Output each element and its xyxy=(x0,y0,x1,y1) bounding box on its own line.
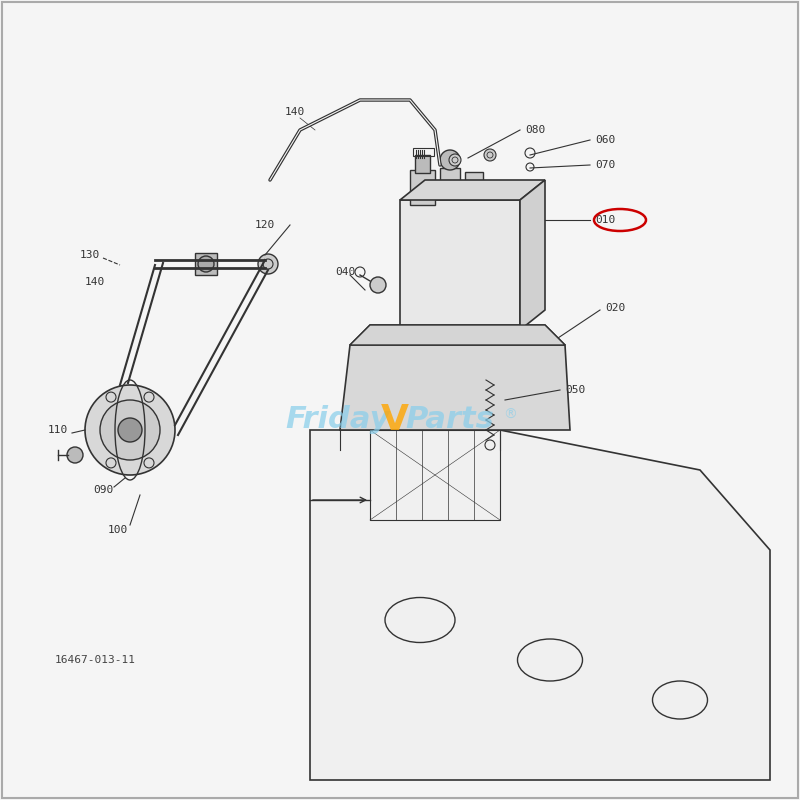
Text: 120: 120 xyxy=(255,220,275,230)
Text: 060: 060 xyxy=(595,135,615,145)
Text: 010: 010 xyxy=(595,215,615,225)
Text: 16467-013-11: 16467-013-11 xyxy=(55,655,136,665)
Circle shape xyxy=(258,254,278,274)
Text: Friday: Friday xyxy=(286,406,390,434)
Text: 130: 130 xyxy=(80,250,100,260)
Bar xyxy=(465,172,483,197)
Polygon shape xyxy=(340,345,570,430)
Polygon shape xyxy=(350,325,565,345)
Text: 070: 070 xyxy=(595,160,615,170)
Circle shape xyxy=(67,447,83,463)
Circle shape xyxy=(537,335,543,341)
Circle shape xyxy=(118,418,142,442)
Circle shape xyxy=(370,277,386,293)
Text: 110: 110 xyxy=(48,425,68,435)
Bar xyxy=(440,168,460,198)
Text: Parts: Parts xyxy=(405,406,494,434)
Circle shape xyxy=(198,256,214,272)
Polygon shape xyxy=(350,325,565,345)
Circle shape xyxy=(85,385,175,475)
Text: 140: 140 xyxy=(285,107,306,117)
Polygon shape xyxy=(520,180,545,330)
Circle shape xyxy=(440,150,460,170)
Circle shape xyxy=(100,400,160,460)
Bar xyxy=(415,155,430,173)
Text: V: V xyxy=(381,403,409,437)
Circle shape xyxy=(377,419,383,425)
Text: ®: ® xyxy=(503,408,517,422)
Text: 050: 050 xyxy=(565,385,586,395)
Text: 080: 080 xyxy=(525,125,546,135)
Text: 090: 090 xyxy=(93,485,114,495)
Bar xyxy=(413,148,434,156)
Bar xyxy=(370,430,500,520)
Bar xyxy=(195,253,217,275)
Circle shape xyxy=(449,154,461,166)
Circle shape xyxy=(547,419,553,425)
Polygon shape xyxy=(400,180,545,200)
Polygon shape xyxy=(310,430,770,780)
Text: 040: 040 xyxy=(335,267,355,277)
Text: 140: 140 xyxy=(85,277,106,287)
Bar xyxy=(400,200,520,330)
Circle shape xyxy=(382,335,388,341)
Text: 020: 020 xyxy=(605,303,626,313)
Circle shape xyxy=(484,149,496,161)
Text: 100: 100 xyxy=(108,525,128,535)
Bar xyxy=(410,170,435,205)
